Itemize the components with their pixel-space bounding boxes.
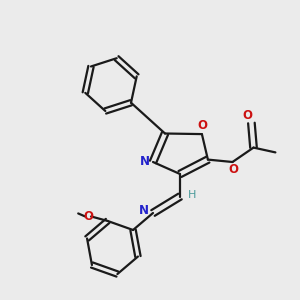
Text: H: H	[188, 190, 196, 200]
Text: O: O	[243, 109, 253, 122]
Text: N: N	[139, 203, 149, 217]
Text: O: O	[84, 210, 94, 223]
Text: O: O	[197, 119, 207, 132]
Text: N: N	[140, 154, 150, 168]
Text: O: O	[228, 163, 238, 176]
